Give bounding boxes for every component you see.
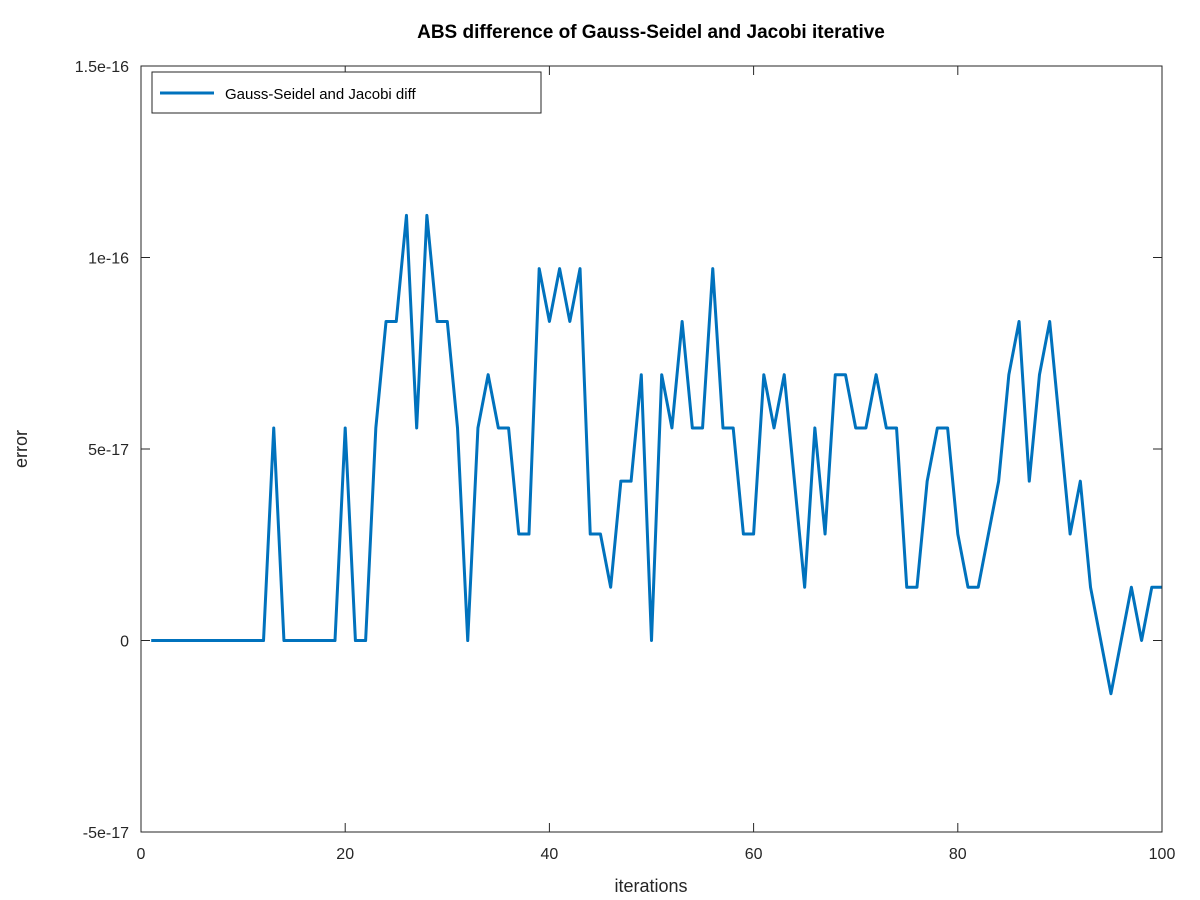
x-tick-label: 20	[336, 846, 354, 863]
plot-frame	[140, 65, 1163, 833]
x-tick-label: 40	[541, 846, 559, 863]
x-tick-label: 100	[1149, 846, 1176, 863]
legend-box	[151, 71, 542, 114]
x-tick-label: 60	[745, 846, 763, 863]
series-line	[151, 213, 1162, 696]
y-tick-label: 5e-17	[88, 442, 129, 459]
y-tick-label: -5e-17	[83, 825, 129, 842]
x-axis-label: iterations	[614, 876, 687, 896]
y-tick-label: 0	[120, 634, 129, 651]
y-axis-label: error	[11, 430, 31, 468]
plot-background	[141, 66, 1162, 832]
y-tick-label: 1.5e-16	[75, 59, 129, 76]
series-layer	[151, 213, 1162, 696]
y-tick-label: 1e-16	[88, 251, 129, 268]
x-tick-label: 0	[137, 846, 146, 863]
legend: Gauss-Seidel and Jacobi diff	[151, 71, 542, 114]
legend-label: Gauss-Seidel and Jacobi diff	[225, 86, 417, 103]
x-tick-label: 80	[949, 846, 967, 863]
axis-ticks: 0 20 40 60 80 100 -5e-17 0 5e-17 1e-16 1.5e-16	[75, 59, 1176, 863]
chart-title: ABS difference of Gauss-Seidel and Jacob…	[417, 22, 885, 43]
